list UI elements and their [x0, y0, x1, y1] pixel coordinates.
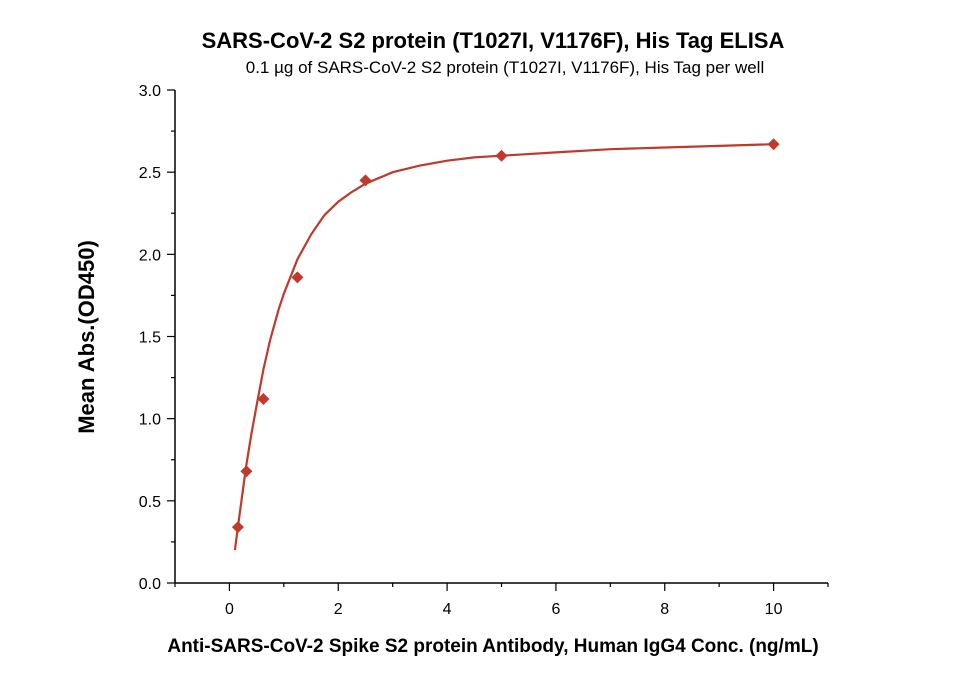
data-point	[767, 138, 780, 151]
chart-subtitle: 0.1 µg of SARS-CoV-2 S2 protein (T1027I,…	[246, 58, 764, 77]
y-tick-label: 2.0	[139, 247, 161, 264]
data-point	[231, 521, 244, 534]
y-axis-label: Mean Abs.(OD450)	[74, 240, 99, 434]
x-axis-label: Anti-SARS-CoV-2 Spike S2 protein Antibod…	[167, 636, 818, 657]
data-point	[291, 271, 304, 284]
x-tick-label: 8	[660, 601, 669, 618]
x-tick-label: 10	[765, 601, 783, 618]
y-tick-label: 1.0	[139, 412, 161, 429]
data-point	[257, 392, 270, 405]
y-tick-label: 2.5	[139, 165, 161, 182]
y-tick-label: 0.5	[139, 494, 161, 511]
x-tick-label: 0	[225, 601, 234, 618]
data-point	[359, 174, 372, 187]
y-tick-label: 1.5	[139, 330, 161, 347]
chart-title: SARS-CoV-2 S2 protein (T1027I, V1176F), …	[202, 28, 785, 53]
y-tick-label: 0.0	[139, 576, 161, 593]
data-point	[495, 149, 508, 162]
axes: 0.0 0.5 1.0 1.5 2.0 2.5 3.0 0 2 4 6 8 10	[139, 83, 829, 618]
plot-area	[231, 138, 780, 551]
y-tick-label: 3.0	[139, 83, 161, 100]
x-tick-label: 6	[551, 601, 560, 618]
x-tick-label: 4	[443, 601, 452, 618]
data-point	[240, 465, 253, 478]
fit-curve-line	[233, 143, 774, 551]
x-tick-label: 2	[334, 601, 343, 618]
